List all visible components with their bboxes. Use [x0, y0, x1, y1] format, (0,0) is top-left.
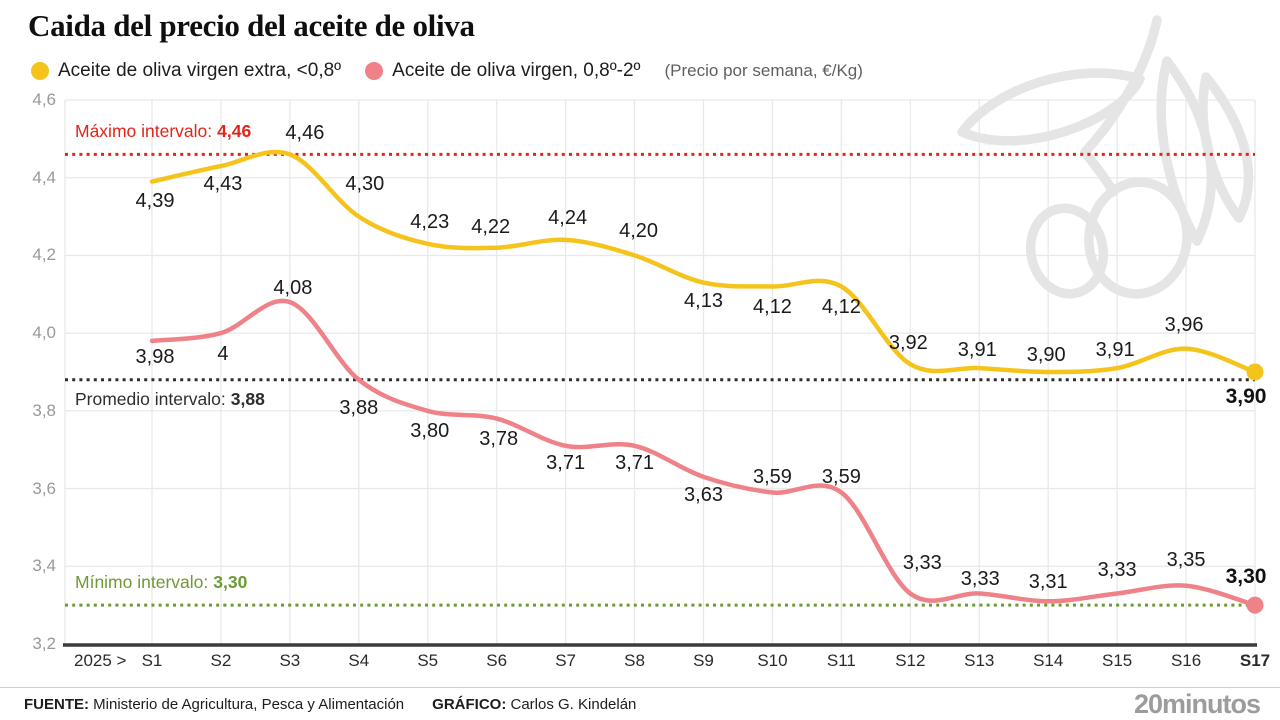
series-line-extra: [149, 149, 1258, 375]
legend-item-virgen-extra: Aceite de oliva virgen extra, <0,8º: [31, 60, 341, 82]
legend-item-virgen: Aceite de oliva virgen, 0,8º-2º: [365, 60, 641, 82]
legend-label-virgen-extra: Aceite de oliva virgen extra, <0,8º: [58, 60, 342, 81]
series-virgen-dot-icon: [365, 62, 384, 80]
source-credit: FUENTE: Ministerio de Agricultura, Pesca…: [24, 696, 404, 713]
series-end-dot-virgen: [1246, 596, 1264, 614]
footer: FUENTE: Ministerio de Agricultura, Pesca…: [0, 687, 1280, 720]
unit-note: (Precio por semana, €/Kg): [664, 61, 863, 80]
page-title: Caida del precio del aceite de oliva: [28, 8, 475, 43]
credit-label: GRÁFICO:: [432, 695, 507, 713]
brand-logo: 20minutos: [1133, 688, 1261, 719]
legend: Aceite de oliva virgen extra, <0,8º Acei…: [31, 60, 863, 82]
legend-label-virgen: Aceite de oliva virgen, 0,8º-2º: [392, 60, 641, 81]
data-layer: [63, 149, 1264, 647]
credit-text: Carlos G. Kindelán: [510, 695, 637, 713]
series-end-dot-extra: [1246, 363, 1264, 381]
olive-branch-watermark-icon: [957, 15, 1254, 299]
graphic-credit: GRÁFICO: Carlos G. Kindelán: [432, 696, 636, 713]
source-label: FUENTE:: [24, 695, 89, 713]
source-text: Ministerio de Agricultura, Pesca y Alime…: [93, 695, 405, 713]
series-line-virgen: [149, 298, 1258, 608]
series-extra-dot-icon: [31, 62, 49, 80]
